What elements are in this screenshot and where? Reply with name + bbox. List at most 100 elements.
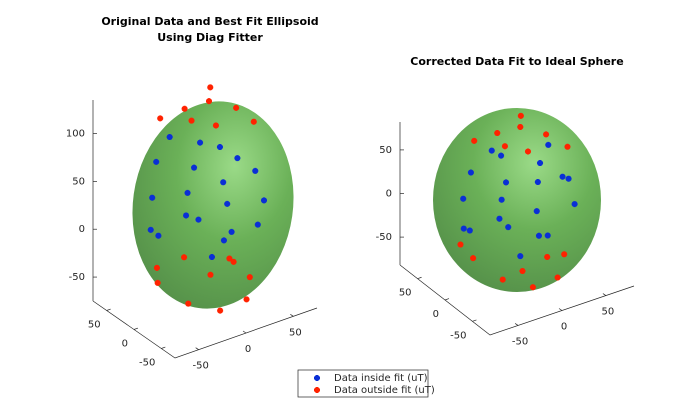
legend: Data inside fit (uT)Data outside fit (uT…	[297, 369, 435, 398]
data-point	[166, 134, 173, 141]
data-point	[181, 254, 188, 261]
y-tick-label: 0	[433, 309, 439, 320]
data-point	[252, 167, 259, 174]
data-point	[545, 141, 552, 148]
data-point	[216, 144, 223, 151]
data-point	[246, 274, 253, 281]
y-tick	[417, 276, 422, 279]
data-point	[457, 241, 464, 248]
x-tick-label: -50	[512, 336, 528, 347]
data-point	[226, 255, 233, 262]
y-tick	[444, 298, 450, 301]
data-point	[261, 197, 267, 204]
data-point	[183, 212, 190, 219]
x-tick	[290, 314, 294, 317]
data-point	[517, 123, 524, 130]
x-tick	[242, 330, 247, 334]
data-point	[488, 147, 495, 154]
x-tick	[558, 308, 563, 311]
data-point	[207, 84, 214, 91]
data-point	[544, 232, 551, 239]
data-point	[191, 164, 198, 171]
data-point	[184, 189, 191, 196]
data-point	[181, 105, 188, 112]
y-tick	[133, 327, 139, 330]
data-point	[212, 122, 219, 129]
data-point	[498, 152, 505, 159]
data-point	[233, 104, 240, 111]
data-point	[149, 194, 156, 201]
data-point	[503, 179, 510, 186]
x-tick	[514, 323, 519, 326]
data-point	[467, 169, 474, 176]
data-point	[195, 216, 202, 223]
data-point	[543, 131, 550, 138]
data-point	[224, 200, 231, 207]
data-point	[535, 232, 542, 239]
subplot: Original Data and Best Fit Ellipsoid Usin…	[66, 15, 319, 372]
data-point	[207, 271, 214, 278]
data-point	[517, 253, 524, 260]
data-point	[499, 276, 506, 283]
data-point	[460, 195, 467, 202]
y-tick-label: -50	[139, 358, 155, 369]
data-point	[544, 253, 551, 260]
data-point	[243, 296, 250, 303]
x-tick-label: 50	[289, 327, 302, 338]
data-point	[498, 196, 505, 203]
data-point	[154, 279, 161, 286]
legend-marker	[314, 375, 320, 381]
data-point	[565, 175, 572, 182]
y-tick-label: -50	[450, 330, 466, 341]
data-point	[217, 307, 224, 314]
data-point	[470, 255, 477, 262]
x-tick-label: 0	[245, 344, 251, 355]
data-point	[471, 137, 478, 144]
z-tick-label: 0	[79, 224, 85, 235]
x-tick	[195, 347, 199, 350]
chart-title: Using Diag Fitter	[157, 31, 263, 44]
x-tick	[602, 293, 607, 296]
z-tick-label: 50	[72, 176, 85, 187]
data-point	[234, 155, 241, 162]
data-point	[220, 237, 227, 244]
z-tick-label: 50	[379, 145, 392, 156]
z-tick-label: 0	[386, 189, 392, 200]
x-tick-label: 50	[602, 307, 615, 318]
data-point	[571, 201, 578, 208]
data-point	[494, 130, 501, 137]
data-point	[228, 228, 235, 235]
subplot: Corrected Data Fit to Ideal Sphere -50 0 50…	[376, 55, 635, 347]
data-point	[197, 139, 204, 146]
data-point	[505, 224, 512, 231]
data-point	[157, 115, 164, 122]
y-tick	[472, 319, 477, 322]
fit-surface	[433, 108, 601, 292]
data-point	[519, 268, 526, 275]
z-tick-label: -50	[376, 232, 392, 243]
data-point	[524, 148, 531, 155]
y-tick-label: 50	[88, 320, 101, 331]
data-point	[230, 258, 237, 265]
data-point	[188, 117, 195, 124]
z-tick-label: -50	[69, 272, 85, 283]
data-point	[185, 300, 192, 307]
chart-title: Original Data and Best Fit Ellipsoid	[101, 15, 318, 28]
y-tick-label: 50	[399, 288, 412, 299]
data-point	[460, 225, 467, 232]
data-point	[153, 264, 160, 271]
data-point	[534, 179, 541, 186]
chart-title: Corrected Data Fit to Ideal Sphere	[410, 55, 623, 68]
data-point	[561, 251, 568, 258]
data-point	[208, 254, 215, 261]
data-point	[537, 160, 544, 167]
data-point	[155, 232, 162, 239]
data-point	[220, 179, 227, 186]
data-point	[564, 143, 571, 150]
data-point	[533, 208, 540, 215]
y-tick	[106, 308, 111, 311]
data-point	[501, 143, 508, 150]
data-point	[206, 98, 212, 105]
x-tick-label: 0	[561, 322, 567, 333]
